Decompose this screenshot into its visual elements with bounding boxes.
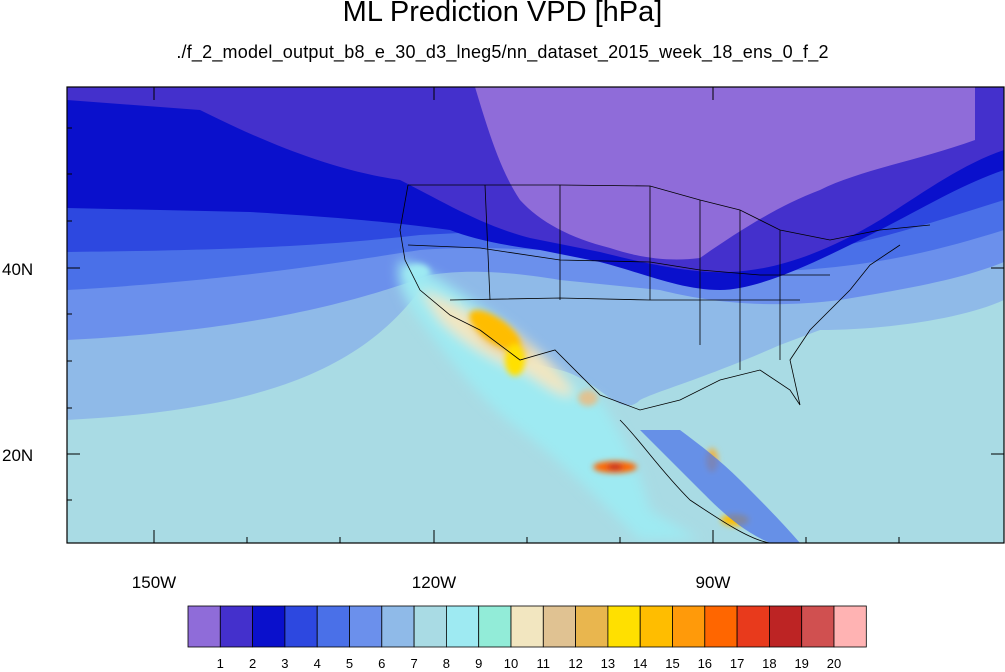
vpd-band-1 (475, 87, 975, 260)
colorbar-label: 7 (410, 656, 417, 671)
colorbar-label: 11 (537, 656, 551, 671)
colorbar-swatch (704, 605, 738, 648)
colorbar-label: 3 (281, 656, 288, 671)
lat-label-20n: 20N (2, 446, 33, 465)
colorbar-label: 5 (346, 656, 353, 671)
colorbar-label: 8 (443, 656, 450, 671)
colorbar-swatch (575, 605, 609, 648)
colorbar-swatch (413, 605, 447, 648)
colorbar-swatch (769, 605, 803, 648)
colorbar-label: 14 (633, 656, 647, 671)
colorbar-swatch (252, 605, 286, 648)
colorbar-swatch (672, 605, 706, 648)
colorbar-swatch (542, 605, 576, 648)
colorbar-swatch (445, 605, 480, 648)
colorbar: 1 2 3 4 5 6 7 8 9 10 11 12 13 14 15 16 17 18 19 20 (187, 605, 867, 671)
map-subtitle: ./f_2_model_output_b8_e_30_d3_lneg5/nn_d… (176, 42, 829, 62)
colorbar-label: 19 (794, 656, 808, 671)
colorbar-swatch (510, 605, 544, 648)
colorbar-swatch (736, 605, 770, 648)
colorbar-label: 4 (314, 656, 321, 671)
vpd-gulf-moist (640, 430, 800, 543)
colorbar-swatch (478, 605, 512, 648)
colorbar-label: 10 (504, 656, 518, 671)
lat-label-40n: 40N (2, 260, 33, 279)
colorbar-swatch (316, 605, 350, 648)
colorbar-swatch (219, 605, 254, 648)
colorbar-label: 20 (827, 656, 841, 671)
political-boundaries (399, 184, 931, 543)
colorbar-swatch (349, 605, 383, 648)
colorbar-swatch (801, 605, 835, 648)
colorbar-swatch (381, 605, 415, 648)
colorbar-label: 1 (217, 656, 224, 671)
colorbar-label: 16 (698, 656, 712, 671)
colorbar-label: 17 (730, 656, 744, 671)
map-panel (67, 87, 1004, 543)
colorbar-label: 12 (568, 656, 582, 671)
colorbar-label: 18 (762, 656, 776, 671)
colorbar-label: 9 (475, 656, 482, 671)
colorbar-swatch (284, 605, 318, 648)
colorbar-swatch (639, 605, 673, 648)
colorbar-label: 13 (601, 656, 615, 671)
map-frame (66, 86, 1005, 544)
colorbar-label: 6 (378, 656, 385, 671)
lon-label-150w: 150W (132, 573, 176, 592)
map-ticks (67, 87, 1004, 543)
colorbar-swatch (833, 605, 867, 648)
colorbar-label: 2 (249, 656, 256, 671)
lon-label-120w: 120W (412, 573, 456, 592)
colorbar-swatch (187, 605, 221, 648)
lon-label-90w: 90W (696, 573, 731, 592)
colorbar-label: 15 (665, 656, 679, 671)
colorbar-swatch (607, 605, 641, 648)
map-title: ML Prediction VPD [hPa] (342, 0, 663, 28)
